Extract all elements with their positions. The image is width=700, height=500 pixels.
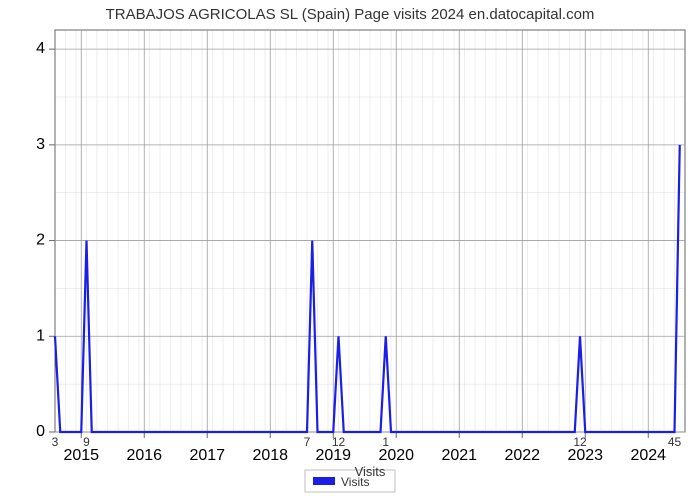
svg-text:2016: 2016 — [126, 447, 162, 464]
svg-text:2021: 2021 — [441, 447, 477, 464]
svg-text:45: 45 — [668, 435, 682, 449]
svg-text:9: 9 — [83, 435, 90, 449]
svg-text:2017: 2017 — [189, 447, 225, 464]
svg-text:3: 3 — [36, 136, 45, 153]
svg-text:2023: 2023 — [567, 447, 603, 464]
svg-text:2: 2 — [36, 232, 45, 249]
svg-text:2018: 2018 — [252, 447, 288, 464]
svg-text:2015: 2015 — [63, 447, 99, 464]
svg-text:7: 7 — [304, 435, 311, 449]
svg-text:1: 1 — [382, 435, 389, 449]
svg-text:2024: 2024 — [630, 447, 666, 464]
svg-text:12: 12 — [332, 435, 346, 449]
svg-text:2019: 2019 — [315, 447, 351, 464]
svg-text:4: 4 — [36, 40, 45, 57]
svg-text:12: 12 — [573, 435, 587, 449]
svg-text:2020: 2020 — [378, 447, 414, 464]
svg-text:1: 1 — [36, 327, 45, 344]
svg-text:Visits: Visits — [355, 464, 386, 479]
svg-text:0: 0 — [36, 423, 45, 440]
svg-text:2022: 2022 — [504, 447, 540, 464]
svg-text:3: 3 — [52, 435, 59, 449]
line-chart: 0123420152016201720182019202020212022202… — [0, 0, 700, 500]
